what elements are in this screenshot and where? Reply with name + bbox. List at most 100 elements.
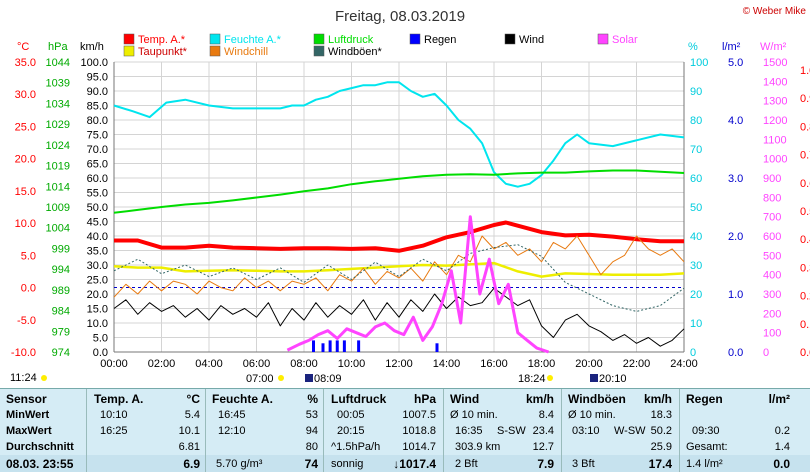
temp-min-time: 10:10: [100, 409, 128, 421]
tick-humidity: 40: [690, 231, 702, 243]
stats-table: Sensor MinWert MaxWert Durchschnitt 08.0…: [0, 388, 810, 472]
tick-rain: 2.0: [728, 231, 743, 243]
tick-wind: 35.0: [87, 246, 108, 258]
tick-pressure: 979: [52, 326, 70, 338]
tick-pressure: 1024: [46, 140, 70, 152]
wind-avg: 12.7: [532, 441, 554, 453]
legend-label-regen: Regen: [424, 34, 456, 46]
tick-humidity: 0: [690, 347, 696, 359]
tick-extra: 0.00: [800, 347, 810, 359]
rain-bar: [328, 340, 332, 352]
tick-extra: 0.90: [800, 93, 810, 105]
tick-temp: 0.0: [21, 283, 36, 295]
humidity-header: Feuchte A.: [212, 392, 273, 406]
tick-time: 10:00: [338, 358, 366, 370]
copyright-text: © Weber Mike: [743, 6, 807, 17]
rain-bar: [321, 343, 325, 352]
tick-time: 22:00: [623, 358, 651, 370]
gust-current: 17.4: [648, 457, 672, 471]
pressure-trend: ^1.5hPa/h: [331, 441, 381, 453]
axis-unit-temp: °C: [17, 41, 29, 53]
tick-wind: 50.0: [87, 202, 108, 214]
series-line-wind: [113, 287, 685, 347]
tick-wind: 0.0: [93, 347, 108, 359]
rain-max-time: 09:30: [692, 425, 720, 437]
humidity-min-time: 16:45: [218, 409, 246, 421]
axis-unit-solar: W/m²: [760, 41, 787, 53]
tick-temp: 35.0: [15, 57, 36, 69]
wind-header: Wind: [450, 392, 480, 406]
tick-rain: 3.0: [728, 173, 743, 185]
tick-solar: 1300: [763, 96, 787, 108]
tick-solar: 100: [763, 328, 781, 340]
legend-swatch-luftdruck: [313, 33, 325, 45]
humidity-unit: %: [307, 392, 318, 406]
tick-time: 20:00: [575, 358, 603, 370]
tick-solar: 800: [763, 192, 781, 204]
tick-wind: 15.0: [87, 304, 108, 316]
rain-header: Regen: [686, 392, 723, 406]
rain-bar: [357, 340, 361, 352]
gust-header: Windböen: [568, 392, 626, 406]
wind-max: 23.4: [532, 425, 554, 437]
rain-total: 1.4: [774, 441, 790, 453]
sun-info: 11:24 07:00 08:09 18:24 20:10: [10, 372, 627, 385]
tick-wind: 55.0: [87, 188, 108, 200]
tick-temp: 10.0: [15, 218, 36, 230]
tick-wind: 75.0: [87, 130, 108, 142]
tick-temp: -10.0: [11, 347, 36, 359]
tick-temp: 30.0: [15, 89, 36, 101]
series-line-windb-en: [113, 244, 685, 312]
tick-extra: 1.00: [800, 65, 810, 77]
series-line-temp-a: [114, 220, 684, 253]
tick-wind: 80.0: [87, 115, 108, 127]
axis-units: °C hPa km/h% l/m² W/m²: [17, 41, 787, 53]
tick-solar: 300: [763, 289, 781, 301]
legend-swatch-feuchte-a: [209, 33, 221, 45]
legend-label-windb-en: Windböen*: [328, 46, 383, 58]
tick-rain: 0.0: [728, 347, 743, 359]
tick-humidity: 80: [690, 115, 702, 127]
legend-label-wind: Wind: [519, 34, 544, 46]
tick-wind: 5.0: [93, 333, 108, 345]
tick-time: 16:00: [480, 358, 508, 370]
tick-wind: 70.0: [87, 144, 108, 156]
tick-solar: 900: [763, 173, 781, 185]
tick-solar: 200: [763, 308, 781, 320]
gust-max: 50.2: [650, 425, 672, 437]
tick-pressure: 974: [52, 347, 70, 359]
tick-time: 14:00: [433, 358, 461, 370]
row-label-current: 08.03. 23:55: [6, 457, 74, 471]
legend-label-luftdruck: Luftdruck: [328, 34, 374, 46]
tick-humidity: 100: [690, 57, 708, 69]
rain-bar: [335, 340, 339, 352]
humidity-abs: 5.70 g/m³: [216, 458, 263, 470]
tick-time: 02:00: [148, 358, 176, 370]
legend-label-taupunkt: Taupunkt*: [138, 46, 188, 58]
wind-max-dir: S-SW: [497, 425, 526, 437]
tick-solar: 1200: [763, 115, 787, 127]
tick-solar: 600: [763, 231, 781, 243]
tick-wind: 60.0: [87, 173, 108, 185]
gust-avg10: 18.3: [650, 409, 672, 421]
tick-solar: 1400: [763, 76, 787, 88]
gust-unit: km/h: [643, 392, 672, 406]
tick-humidity: 10: [690, 318, 702, 330]
pressure-unit: hPa: [413, 392, 436, 406]
series-line-luftdruck: [113, 169, 685, 214]
tick-rain: 5.0: [728, 57, 743, 69]
series-line-solar: [286, 215, 550, 354]
tick-extra: 0.30: [800, 262, 810, 274]
tick-solar: 0: [763, 347, 769, 359]
wind-max-time: 16:35: [455, 425, 483, 437]
rain-bar: [435, 343, 439, 352]
legend-swatch-wind: [504, 33, 516, 45]
tick-extra: 0.50: [800, 206, 810, 218]
tick-temp: 15.0: [15, 186, 36, 198]
tick-humidity: 60: [690, 173, 702, 185]
legend-swatch-windchill: [209, 45, 221, 57]
sunrise-icon: [278, 375, 284, 381]
tick-time: 00:00: [100, 358, 128, 370]
pressure-avg: 1014.7: [402, 441, 436, 453]
legend-label-feuchte-a: Feuchte A.*: [224, 34, 282, 46]
